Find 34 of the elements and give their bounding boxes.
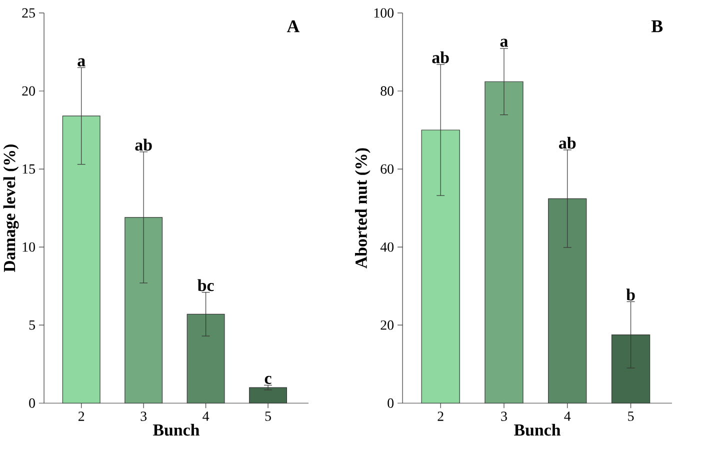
y-tick-label: 80 [380, 86, 394, 96]
y-tick-label: 25 [22, 8, 35, 18]
y-tick-label: 5 [29, 320, 35, 330]
annotation: ab [559, 136, 576, 149]
y-tick-label: 100 [374, 8, 394, 18]
y-axis-title: Aborted nut (%) [355, 148, 370, 268]
annotation: a [500, 38, 508, 47]
x-tick-label: 4 [564, 412, 571, 421]
x-tick-label: 5 [265, 412, 271, 421]
y-tick-label: 60 [380, 164, 394, 174]
x-tick-label: 3 [140, 412, 147, 421]
y-tick-label: 20 [380, 320, 394, 330]
y-tick-label: 0 [29, 398, 35, 408]
x-axis-title: Bunch [153, 424, 200, 436]
y-tick-label: 15 [22, 164, 35, 174]
annotation: ab [135, 138, 152, 151]
annotation: bc [198, 279, 214, 292]
x-tick-label: 5 [628, 412, 634, 421]
y-axis-title: Damage level (%) [3, 144, 19, 272]
annotation: ab [432, 51, 449, 64]
y-tick-label: 40 [380, 242, 394, 252]
x-tick-label: 4 [202, 412, 210, 421]
chart-title: B [651, 20, 663, 32]
y-tick-label: 20 [22, 86, 35, 96]
x-tick-label: 2 [78, 412, 84, 421]
annotation: c [264, 376, 272, 384]
x-tick-label: 2 [438, 412, 444, 421]
x-axis-title: Bunch [514, 424, 560, 436]
x-tick-label: 3 [501, 412, 507, 421]
annotation: a [78, 58, 86, 66]
y-tick-label: 0 [388, 398, 394, 408]
chart-title: A [286, 20, 300, 32]
annotation: b [626, 288, 635, 300]
y-tick-label: 10 [22, 242, 35, 252]
